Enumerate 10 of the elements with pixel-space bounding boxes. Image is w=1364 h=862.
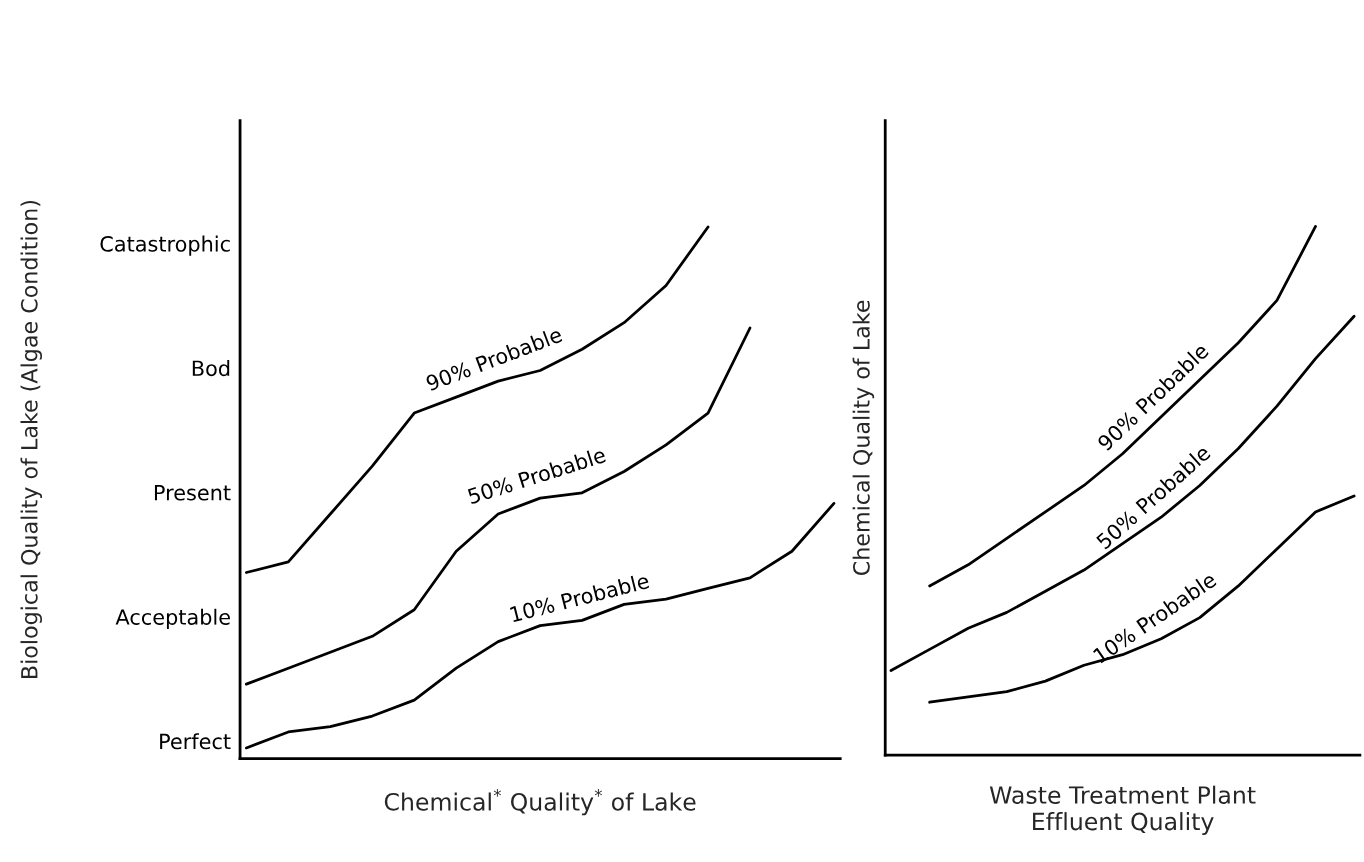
text: Perfect bbox=[160, 733, 231, 750]
text: Acceptable bbox=[115, 608, 230, 629]
text: Bod bbox=[192, 360, 230, 377]
y-axis-title: Biological Quality of Lake (Algae Condition) bbox=[20, 200, 43, 678]
y-axis-title: Chemical Quality of Lake bbox=[852, 300, 875, 576]
x-axis-title: Waste Treatment Plant Effluent Quality bbox=[989, 785, 1256, 835]
text: 10% Probable bbox=[509, 572, 650, 623]
x-axis-title: Chemical$^{*}$ Quality$^{*}$ of Lake bbox=[384, 789, 696, 816]
text: Catastrophic bbox=[100, 235, 230, 256]
text: Present bbox=[154, 485, 231, 501]
